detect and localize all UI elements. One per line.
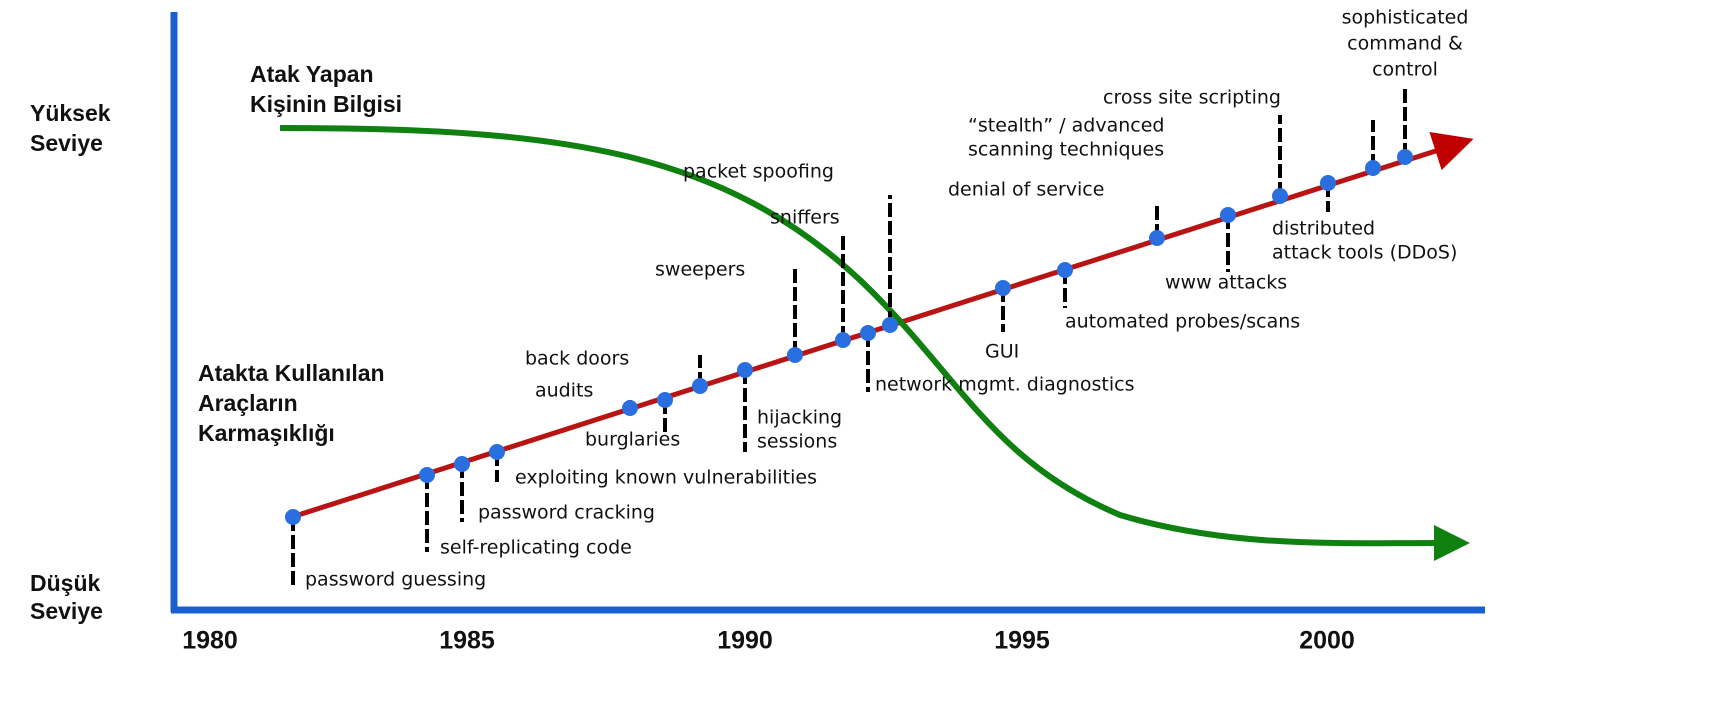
event-label: GUI	[985, 341, 1019, 363]
event-dot	[787, 347, 803, 363]
year-label: 1980	[182, 627, 238, 655]
event-label: scanning techniques	[968, 139, 1164, 161]
complexity-title: Atakta Kullanılan	[198, 360, 385, 386]
event-dot	[1057, 262, 1073, 278]
event-dot	[1397, 149, 1413, 165]
event-label: hijacking	[757, 407, 842, 429]
event-dot	[419, 467, 435, 483]
high-label: Yüksek	[30, 100, 111, 126]
event-label: sniffers	[770, 207, 840, 229]
year-label: 1990	[717, 627, 773, 655]
event-dot	[737, 362, 753, 378]
year-label: 1995	[994, 627, 1050, 655]
event-label: control	[1372, 59, 1438, 81]
event-dot	[1272, 188, 1288, 204]
event-label: sessions	[757, 431, 837, 453]
event-dot	[882, 317, 898, 333]
low-label: Düşük	[30, 570, 101, 596]
event-dot	[1220, 207, 1236, 223]
event-label: exploiting known vulnerabilities	[515, 467, 817, 489]
event-label: “stealth” / advanced	[968, 115, 1164, 137]
event-dot	[835, 332, 851, 348]
high-label: Seviye	[30, 130, 103, 156]
event-dot	[692, 378, 708, 394]
event-label: www attacks	[1165, 272, 1287, 294]
event-dot	[1365, 160, 1381, 176]
event-label: command &	[1347, 33, 1463, 55]
knowledge-curve	[279, 125, 1470, 562]
event-label: network mgmt. diagnostics	[875, 374, 1135, 396]
event-label: sweepers	[655, 259, 745, 281]
event-label: attack tools (DDoS)	[1272, 242, 1457, 264]
event-dot	[454, 456, 470, 472]
knowledge-title: Atak Yapan	[250, 61, 374, 87]
low-label: Seviye	[30, 598, 103, 624]
event-label: burglaries	[585, 429, 680, 451]
event-dot	[1320, 175, 1336, 191]
complexity-title: Araçların	[198, 390, 298, 416]
year-label: 1985	[439, 627, 495, 655]
year-label: 2000	[1299, 627, 1355, 655]
event-dot	[860, 325, 876, 341]
event-dot	[285, 509, 301, 525]
event-label: packet spoofing	[683, 161, 834, 183]
event-dot	[657, 392, 673, 408]
event-label: password guessing	[305, 569, 486, 591]
event-label: password cracking	[478, 502, 655, 524]
event-dot	[995, 280, 1011, 296]
knowledge-title: Kişinin Bilgisi	[250, 91, 402, 117]
event-label: denial of service	[948, 179, 1104, 201]
complexity-title: Karmaşıklığı	[198, 420, 335, 446]
event-label: automated probes/scans	[1065, 311, 1300, 333]
event-label: distributed	[1272, 218, 1375, 240]
event-label: sophisticated	[1342, 7, 1469, 29]
event-dot	[1149, 230, 1165, 246]
event-label: back doors	[525, 348, 629, 370]
event-dot	[622, 400, 638, 416]
event-label: audits	[535, 380, 593, 402]
event-label: cross site scripting	[1103, 87, 1281, 109]
event-dot	[489, 444, 505, 460]
event-label: self-replicating code	[440, 537, 632, 559]
